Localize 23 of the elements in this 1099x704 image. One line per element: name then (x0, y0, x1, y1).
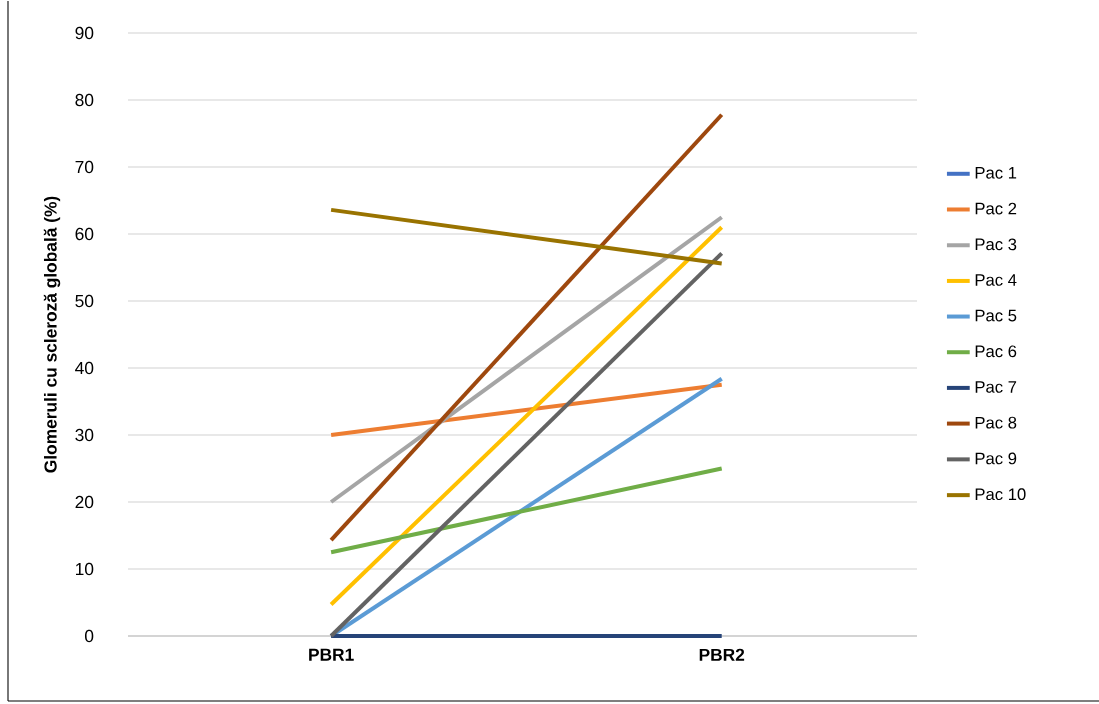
x-tick-label: PBR2 (699, 648, 745, 661)
legend-label: Pac 4 (975, 274, 1017, 286)
y-tick-label: 0 (84, 629, 94, 643)
legend-label: Pac 7 (975, 381, 1017, 393)
legend-label: Pac 1 (975, 167, 1017, 179)
legend-label: Pac 2 (975, 202, 1017, 215)
legend-label: Pac 10 (975, 488, 1026, 501)
y-tick-label: 90 (75, 26, 94, 40)
x-tick-label: PBR1 (309, 648, 354, 661)
legend-label: Pac 3 (975, 238, 1017, 251)
y-tick-label: 30 (75, 428, 94, 442)
legend-label: Pac 9 (975, 452, 1017, 465)
y-axis-title: Glomeruli cu scleroză globală (%) (43, 196, 61, 473)
y-tick-label: 70 (75, 160, 94, 174)
y-tick-label: 80 (75, 93, 94, 107)
legend-label: Pac 8 (975, 416, 1017, 429)
y-tick-label: 60 (75, 227, 94, 241)
y-tick-label: 50 (75, 294, 94, 308)
legend-label: Pac 6 (975, 345, 1017, 358)
legend-label: Pac 5 (975, 309, 1017, 322)
y-tick-label: 10 (76, 562, 94, 576)
y-tick-label: 20 (75, 495, 94, 509)
y-tick-label: 40 (75, 361, 94, 375)
